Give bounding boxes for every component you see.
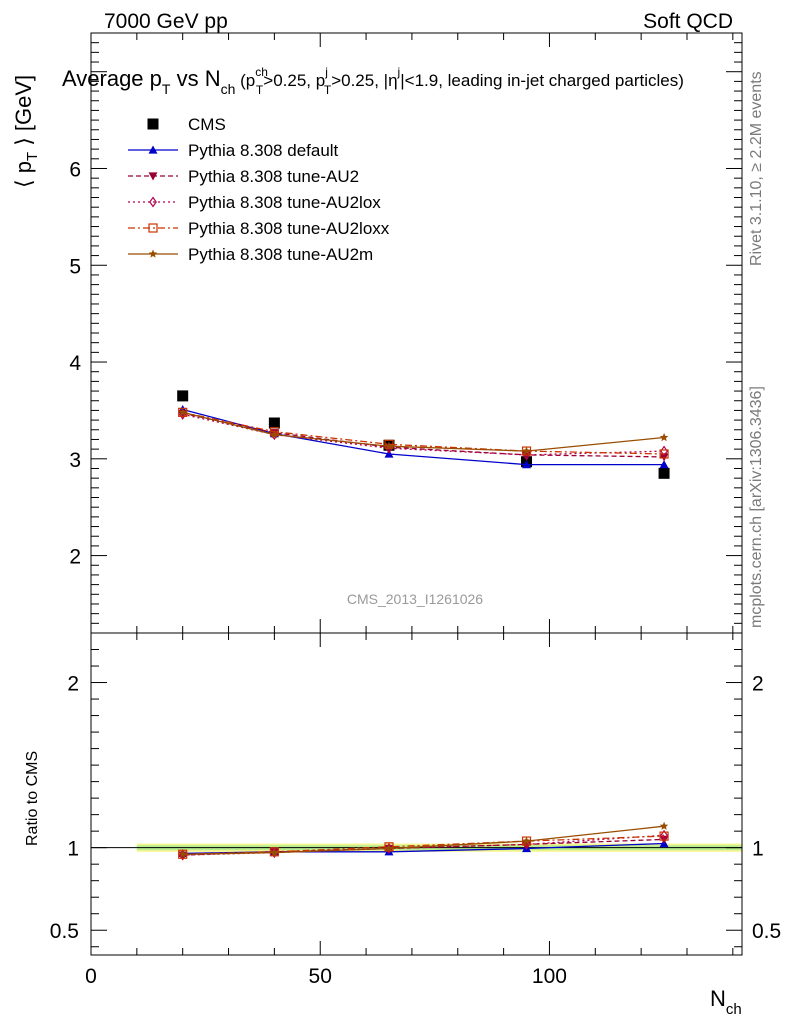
data-point (659, 831, 669, 841)
data-point (384, 842, 394, 852)
legend-marker (148, 172, 158, 181)
series-line (182, 412, 665, 458)
y-tick-label: 3 (69, 449, 81, 472)
legend-label: Pythia 8.308 tune-AU2m (188, 245, 373, 264)
axes-frame (90, 632, 743, 956)
main-title: Average pT vs Nch (pch T>0.25, pj T>0.25, … (62, 65, 684, 97)
y-tick-label: 6 (69, 158, 81, 181)
legend-marker (148, 223, 158, 233)
legend-label: Pythia 8.308 default (188, 141, 339, 160)
x-tick-label: 0 (85, 965, 97, 988)
header-left: 7000 GeV pp (104, 10, 228, 33)
data-point (384, 844, 394, 853)
data-point (384, 441, 394, 450)
y-tick-label-right: 1 (752, 838, 764, 861)
legend-label: Pythia 8.308 tune-AU2lox (188, 193, 381, 212)
y-tick-label: 2 (67, 673, 79, 696)
data-point (178, 407, 187, 416)
ratio-plot-area: 0 50 100 0.5 0.5 1 1 2 2 (50, 632, 781, 988)
series-line (182, 411, 665, 452)
mcplots-label: mcplots.cern.ch [arXiv:1306.3436] (748, 386, 765, 628)
legend-marker (148, 249, 158, 258)
analysis-watermark: CMS_2013_I1261026 (347, 591, 483, 607)
y-tick-label: 1 (67, 838, 79, 861)
y-tick-label: 2 (69, 546, 81, 569)
y-tick-label: 4 (69, 352, 81, 375)
y-tick-label-right: 0.5 (752, 920, 781, 943)
ratio-ylabel: Ratio to CMS (24, 751, 41, 846)
x-tick-label: 100 (532, 965, 567, 988)
header-right: Soft QCD (643, 10, 733, 33)
main-ylabel: ⟨ pT ⟩ [GeV] (11, 75, 41, 188)
data-point (270, 430, 279, 439)
legend-label: Pythia 8.308 tune-AU2 (188, 167, 359, 186)
data-point (659, 433, 669, 442)
legend: CMS Pythia 8.308 default Pythia 8.308 tune… (128, 115, 390, 264)
legend-label: Pythia 8.308 tune-AU2loxx (188, 219, 390, 238)
series-line (182, 411, 665, 455)
data-point (659, 460, 669, 469)
y-tick-label-right: 2 (752, 673, 764, 696)
data-point (177, 390, 189, 402)
data-point (522, 836, 531, 845)
data-point (522, 460, 532, 469)
legend-marker (148, 145, 158, 154)
data-point (178, 849, 187, 858)
data-point (268, 417, 280, 429)
rivet-label: Rivet 3.1.10, ≥ 2.2M events (748, 71, 765, 266)
data-point (659, 453, 669, 462)
data-point (270, 848, 279, 857)
xlabel: Nch (710, 986, 742, 1018)
legend-marker (147, 118, 159, 130)
main-plot-area: 2 3 4 5 6 (69, 32, 743, 634)
y-tick-label: 5 (69, 255, 81, 278)
data-point (269, 847, 279, 857)
data-point (659, 449, 669, 459)
legend-marker (149, 196, 157, 208)
data-point (522, 446, 531, 455)
data-point (658, 467, 670, 479)
legend-label: CMS (188, 115, 226, 134)
y-tick-label: 0.5 (50, 920, 79, 943)
data-point (659, 821, 669, 830)
x-tick-label: 50 (309, 965, 332, 988)
